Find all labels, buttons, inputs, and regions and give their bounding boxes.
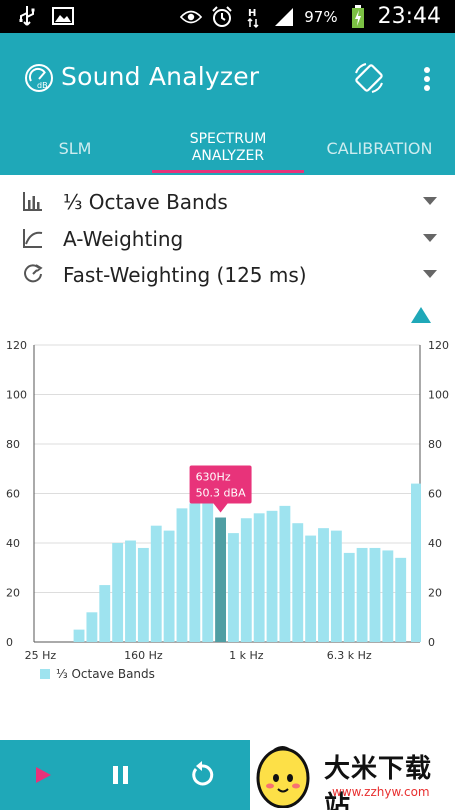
legend-swatch	[40, 669, 50, 679]
curve-icon	[22, 227, 44, 249]
bar-chart-icon	[22, 190, 44, 212]
y-tick-label-right: 60	[428, 488, 442, 501]
spectrum-bar	[369, 547, 381, 642]
y-tick-label-left: 40	[6, 537, 20, 550]
spectrum-bar	[125, 540, 136, 642]
battery-percent: 97%	[304, 7, 338, 26]
x-tick-label: 1 k Hz	[229, 649, 264, 662]
app-bar: dB Sound Analyzer SLM SPECTRUM ANALYZER …	[0, 33, 455, 175]
pause-button[interactable]	[104, 758, 138, 792]
clock: 23:44	[377, 4, 441, 29]
tooltip-level: 50.3 dBA	[196, 487, 247, 500]
spectrum-bar	[382, 550, 394, 642]
y-tick-label-right: 120	[428, 339, 449, 352]
spectrum-bar	[73, 629, 85, 642]
spectrum-bar	[253, 513, 265, 642]
watermark-title: 大米下载站	[324, 754, 433, 810]
legend-label: ⅓ Octave Bands	[56, 667, 155, 681]
time-weighting-label: Fast-Weighting (125 ms)	[63, 263, 307, 287]
spectrum-chart-svg: 0 0 20 20 40 40 60 60 80 80 100 100 120 120 25 Hz 160 H…	[6, 339, 449, 662]
signal-icon	[273, 6, 295, 28]
spectrum-bar	[305, 535, 317, 642]
y-tick-label-right: 80	[428, 438, 442, 451]
image-icon	[52, 5, 74, 27]
spectrum-bar	[112, 543, 124, 642]
time-weighting-dropdown[interactable]: Fast-Weighting (125 ms)	[0, 256, 455, 292]
tab-spectrum-analyzer[interactable]: SPECTRUM ANALYZER	[152, 123, 304, 173]
chevron-down-icon	[423, 197, 437, 205]
tooltip-pointer	[213, 503, 228, 513]
screen-rotation-button[interactable]	[352, 61, 386, 95]
spectrum-bar	[343, 552, 355, 642]
reset-button[interactable]	[185, 758, 219, 792]
spectrum-bar	[266, 510, 278, 642]
eye-icon	[180, 6, 203, 28]
tooltip-frequency: 630Hz	[196, 471, 231, 484]
spectrum-bar	[189, 503, 201, 642]
tooltip-box	[189, 465, 252, 504]
spectrum-bar	[240, 518, 252, 642]
y-tick-label-left: 60	[6, 488, 20, 501]
tab-calibration[interactable]: CALIBRATION	[326, 138, 433, 158]
watermark-url: www.zzhyw.com	[332, 785, 430, 799]
spectrum-chart: 0 0 20 20 40 40 60 60 80 80 100 100 120 120 25 Hz 160 H…	[0, 330, 455, 690]
spectrum-bar	[137, 547, 149, 642]
chevron-down-icon	[423, 234, 437, 242]
tab-slm[interactable]: SLM	[58, 138, 92, 158]
hspa-icon: H	[242, 6, 264, 28]
svg-text:dB: dB	[37, 81, 48, 90]
spectrum-bar	[215, 517, 226, 642]
battery-charging-icon	[347, 4, 369, 28]
y-tick-label-left: 20	[6, 587, 20, 600]
spectrum-bar	[163, 530, 175, 642]
x-tick-label: 6.3 k Hz	[327, 649, 372, 662]
spectrum-bar	[330, 530, 342, 642]
y-tick-label-left: 100	[6, 389, 27, 402]
overflow-menu-icon[interactable]	[414, 63, 440, 95]
y-tick-label-right: 0	[428, 636, 435, 649]
spectrum-bar	[202, 500, 214, 642]
spectrum-bar	[176, 508, 188, 642]
usb-icon	[16, 5, 38, 27]
spectrum-bar	[86, 612, 98, 642]
chart-legend: ⅓ Octave Bands	[40, 667, 155, 681]
spectrum-bar	[279, 505, 291, 642]
overall-level-bar	[411, 483, 421, 642]
spectrum-bar	[228, 533, 239, 642]
spectrum-bar	[318, 528, 329, 642]
svg-text:H: H	[248, 8, 256, 19]
x-tick-label: 160 Hz	[124, 649, 163, 662]
alarm-icon	[211, 5, 233, 28]
active-tab-indicator	[152, 170, 304, 173]
spectrum-bar	[395, 557, 407, 642]
y-tick-label-right: 100	[428, 389, 449, 402]
spectrum-bar	[356, 547, 368, 642]
site-watermark: 大米下载站 www.zzhyw.com	[250, 740, 455, 810]
spectrum-bar	[292, 523, 304, 642]
x-tick-label: 25 Hz	[25, 649, 57, 662]
spectrum-bar	[99, 585, 111, 642]
collapse-settings-icon[interactable]	[411, 307, 431, 323]
y-tick-label-left: 0	[6, 636, 13, 649]
band-mode-label: ⅓ Octave Bands	[63, 190, 228, 214]
app-title: Sound Analyzer	[61, 62, 260, 91]
rice-mascot-logo	[254, 742, 312, 809]
db-meter-logo-icon: dB	[24, 63, 54, 93]
y-tick-label-right: 20	[428, 587, 442, 600]
status-bar: H 97% 23:44	[0, 0, 455, 33]
play-button[interactable]	[26, 758, 60, 792]
frequency-weighting-dropdown[interactable]: A-Weighting	[0, 220, 455, 256]
y-tick-label-left: 120	[6, 339, 27, 352]
spectrum-bar	[150, 525, 162, 642]
y-tick-label-right: 40	[428, 537, 442, 550]
band-mode-dropdown[interactable]: ⅓ Octave Bands	[0, 183, 455, 219]
chevron-down-icon	[423, 270, 437, 278]
tab-spectrum-label: SPECTRUM ANALYZER	[189, 131, 267, 164]
y-tick-label-left: 80	[6, 438, 20, 451]
timer-icon	[22, 263, 44, 285]
frequency-weighting-label: A-Weighting	[63, 227, 184, 251]
